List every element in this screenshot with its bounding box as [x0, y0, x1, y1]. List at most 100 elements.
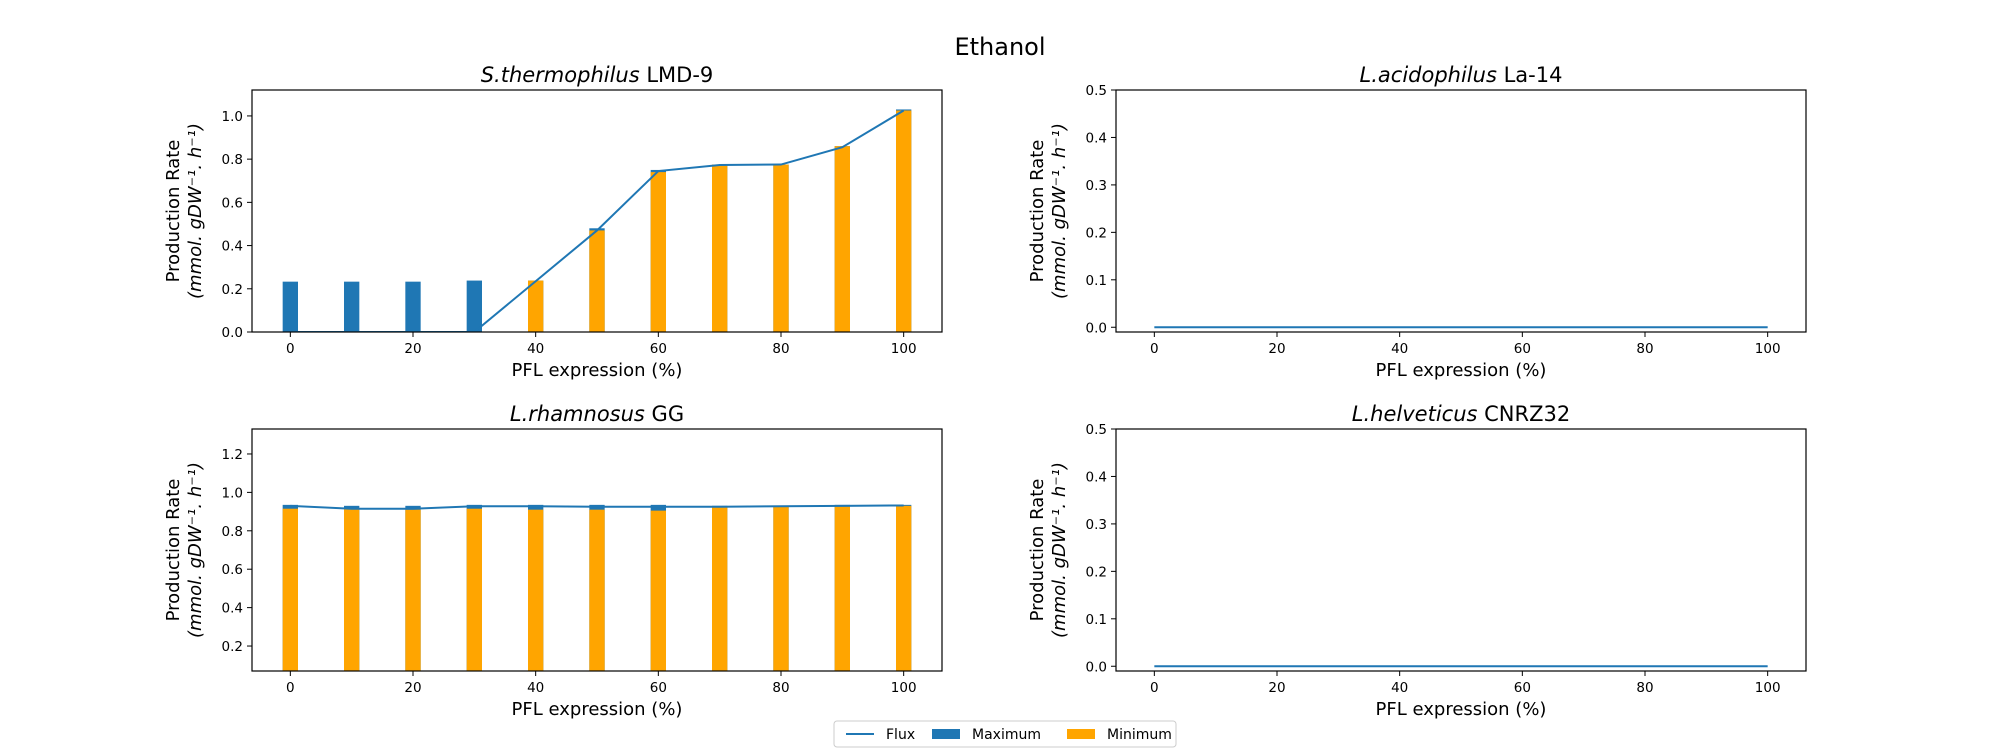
bar-minimum: [344, 508, 360, 671]
x-axis-label: PFL expression (%): [512, 360, 683, 381]
y-tick-label: 0.8: [222, 524, 243, 540]
x-tick-label: 80: [772, 680, 789, 696]
subplot-3: 0 20 40 60 80 100 0.2 0.4 0.6 0.8 1.0 1.2 L.rhamnosu…: [163, 402, 943, 720]
bar-maximum: [405, 281, 421, 332]
flux-line: [290, 109, 905, 332]
x-tick-label: 20: [1268, 341, 1285, 357]
y-tick-label: 0.6: [222, 195, 243, 211]
axes-frame: [1115, 428, 1807, 672]
bar-maximum: [282, 281, 298, 332]
x-tick-label: 80: [772, 341, 789, 357]
legend-label: Flux: [886, 727, 915, 743]
legend-item-minimum: Minimum: [1067, 727, 1172, 743]
y-tick-label: 0.2: [1086, 564, 1107, 580]
legend-swatch-box: [1067, 729, 1095, 739]
x-tick-label: 20: [1268, 680, 1285, 696]
subplot-4: 0 20 40 60 80 100 0.0 0.1 0.2 0.3 0.4 0.5 L.helvetic…: [1027, 402, 1807, 720]
plot-area: [282, 504, 912, 671]
y-tick-label: 1.0: [222, 485, 243, 501]
y-axis-label-units: (mmol. gDW⁻¹. h⁻¹): [185, 123, 206, 299]
y-tick-label: 0.4: [1086, 130, 1107, 146]
x-tick-label: 100: [891, 341, 917, 357]
x-tick-label: 100: [891, 680, 917, 696]
legend-item-flux: Flux: [846, 727, 915, 743]
figure-title: Ethanol: [954, 33, 1045, 61]
legend-frame: [833, 720, 1177, 748]
subplot-title-species: L.helveticus: [1352, 402, 1478, 426]
x-axis-label: PFL expression (%): [512, 699, 683, 720]
x-tick-label: 20: [404, 680, 421, 696]
bar-minimum: [405, 509, 421, 671]
subplot-title-species: L.rhamnosus: [510, 402, 645, 426]
legend-label: Maximum: [972, 727, 1041, 743]
legend: Flux Maximum Minimum: [833, 720, 1177, 748]
legend-label: Minimum: [1107, 727, 1172, 743]
subplot-title: L.helveticus CNRZ32: [1352, 402, 1570, 426]
y-tick-label: 0.2: [1086, 225, 1107, 241]
x-tick-label: 40: [1391, 680, 1408, 696]
bar-maximum: [344, 281, 360, 332]
subplot-title-strain: La-14: [1497, 63, 1563, 87]
bar-minimum: [896, 110, 912, 332]
bar-minimum: [528, 280, 544, 332]
y-tick-label: 0.1: [1086, 612, 1107, 628]
axes-frame: [1115, 89, 1807, 333]
x-tick-label: 0: [286, 680, 295, 696]
subplot-title-strain: LMD-9: [640, 63, 714, 87]
x-tick-label: 60: [650, 680, 667, 696]
y-tick-label: 0.8: [222, 152, 243, 168]
subplot-title: L.acidophilus La-14: [1360, 63, 1563, 87]
y-tick-label: 1.0: [222, 109, 243, 125]
x-tick-label: 100: [1755, 341, 1781, 357]
subplot-2: 0 20 40 60 80 100 0.0 0.1 0.2 0.3 0.4 0.5 L.acidophi…: [1027, 63, 1807, 381]
bar-minimum: [773, 506, 789, 671]
y-tick-label: 0.4: [1086, 469, 1107, 485]
bar-minimum: [650, 172, 666, 332]
x-axis-label: PFL expression (%): [1376, 360, 1547, 381]
y-tick-label: 0.6: [222, 562, 243, 578]
subplot-1: 0 20 40 60 80 100 0.0 0.2 0.4 0.6 0.8 1.0 S.thermoph…: [163, 63, 943, 381]
y-axis-label-units: (mmol. gDW⁻¹. h⁻¹): [1049, 462, 1070, 638]
y-axis-label: Production Rate: [1027, 479, 1048, 622]
y-axis-label-units: (mmol. gDW⁻¹. h⁻¹): [1049, 123, 1070, 299]
y-tick-label: 0.4: [222, 239, 243, 255]
y-axis-label: Production Rate: [163, 140, 184, 283]
x-tick-label: 60: [1514, 341, 1531, 357]
subplot-title-species: S.thermophilus: [481, 63, 640, 87]
y-tick-label: 0.5: [1086, 422, 1107, 438]
bar-minimum: [589, 230, 605, 332]
bar-minimum: [834, 505, 850, 671]
y-axis-label: Production Rate: [163, 479, 184, 622]
legend-item-maximum: Maximum: [932, 727, 1041, 743]
x-tick-label: 60: [650, 341, 667, 357]
x-tick-label: 40: [527, 680, 544, 696]
bar-minimum: [773, 164, 789, 332]
x-tick-label: 0: [1150, 341, 1159, 357]
x-tick-label: 0: [1150, 680, 1159, 696]
y-tick-label: 0.4: [222, 601, 243, 617]
bar-minimum: [712, 506, 728, 671]
bar-minimum: [466, 508, 482, 671]
x-tick-label: 40: [527, 341, 544, 357]
y-axis-label: Production Rate: [1027, 140, 1048, 283]
legend-swatch-box: [932, 729, 960, 739]
y-tick-label: 0.2: [222, 639, 243, 655]
bar-minimum: [896, 505, 912, 671]
panels: 0 20 40 60 80 100 0.0 0.2 0.4 0.6 0.8 1.0 S.thermoph…: [163, 63, 1807, 720]
subplot-title: L.rhamnosus GG: [510, 402, 684, 426]
subplot-title-strain: CNRZ32: [1477, 402, 1570, 426]
y-tick-label: 0.3: [1086, 517, 1107, 533]
x-tick-label: 80: [1636, 680, 1653, 696]
bar-minimum: [712, 164, 728, 332]
axes-frame: [251, 428, 943, 672]
subplot-title-strain: GG: [645, 402, 684, 426]
y-tick-label: 0.3: [1086, 178, 1107, 194]
plot-area: [282, 109, 912, 332]
y-axis-label-units: (mmol. gDW⁻¹. h⁻¹): [185, 462, 206, 638]
bar-minimum: [282, 508, 298, 671]
x-tick-label: 80: [1636, 341, 1653, 357]
axes-frame: [251, 89, 943, 333]
subplot-title: S.thermophilus LMD-9: [481, 63, 714, 87]
x-tick-label: 60: [1514, 680, 1531, 696]
